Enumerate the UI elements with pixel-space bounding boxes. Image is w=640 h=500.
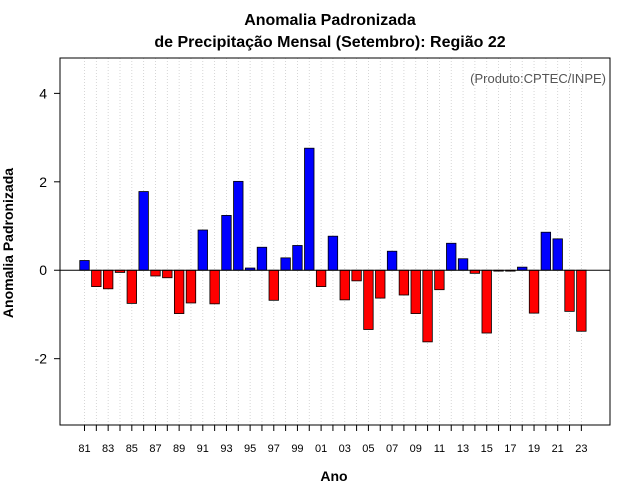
bar-89	[173, 269, 185, 314]
x-tick-label: 19	[528, 443, 540, 455]
bar-03	[339, 269, 350, 301]
x-tick-label: 87	[149, 443, 161, 455]
y-tick-label: 0	[39, 262, 47, 278]
bar-21	[552, 238, 563, 271]
bar-00	[304, 147, 315, 271]
bar-86	[138, 191, 149, 271]
bar-06	[375, 269, 386, 299]
bar-91	[197, 229, 208, 271]
x-tick-label: 13	[457, 443, 469, 455]
x-tick-label: 99	[291, 443, 303, 455]
bar-05	[363, 269, 374, 330]
bar-90	[185, 269, 197, 304]
bar-94	[233, 180, 244, 271]
y-tick-label: 2	[39, 174, 47, 190]
x-tick-label: 93	[220, 443, 232, 455]
bar-20	[540, 231, 552, 271]
bar-13	[457, 258, 469, 271]
x-tick-label: 97	[268, 443, 280, 455]
bar-22	[564, 269, 575, 312]
bar-87	[150, 269, 161, 277]
bar-10	[422, 269, 433, 343]
bar-97	[268, 269, 279, 301]
bar-11	[434, 269, 445, 291]
bar-83	[103, 269, 114, 290]
bar-98	[280, 257, 291, 271]
bar-23	[576, 269, 587, 332]
y-axis: -2 0 2 4	[35, 85, 60, 367]
bar-01	[315, 269, 327, 288]
x-tick-label: 03	[339, 443, 351, 455]
bar-81	[79, 260, 90, 271]
y-tick-label: 4	[39, 85, 47, 101]
x-tick-label: 89	[173, 443, 185, 455]
x-axis: 81 83 85 87 89 91 93 95 97 99 01 03 05 07 09 11 13 15 17 19…	[78, 425, 587, 455]
chart-title-line1: Anomalia Padronizada	[244, 12, 416, 29]
bar-04	[351, 269, 362, 282]
bar-96	[256, 246, 268, 271]
bar-19	[528, 269, 540, 314]
bar-12	[446, 242, 457, 271]
bar-09	[410, 269, 421, 314]
bar-08	[398, 269, 410, 296]
bar-99	[292, 245, 303, 271]
plot-frame	[59, 57, 611, 426]
x-tick-label: 83	[102, 443, 114, 455]
bar-15	[481, 269, 492, 334]
x-tick-label: 81	[78, 443, 90, 455]
x-tick-label: 07	[386, 443, 398, 455]
x-tick-label: 11	[434, 443, 445, 455]
x-tick-label: 09	[410, 443, 422, 455]
x-tick-label: 95	[244, 443, 256, 455]
x-tick-label: 17	[504, 443, 516, 455]
x-axis-title: Ano	[320, 468, 347, 484]
bar-02	[327, 235, 339, 271]
bar-85	[126, 269, 137, 304]
x-tick-label: 91	[197, 443, 209, 455]
x-tick-label: 15	[481, 443, 493, 455]
x-tick-label: 85	[126, 443, 138, 455]
x-tick-label: 05	[362, 443, 374, 455]
credit-label: (Produto:CPTEC/INPE)	[470, 71, 606, 86]
y-axis-title: Anomalia Padronizada	[0, 168, 16, 318]
x-tick-label: 21	[552, 443, 564, 455]
x-tick-label: 01	[315, 443, 327, 455]
bar-82	[91, 269, 102, 288]
bars-group	[79, 147, 587, 343]
bar-93	[221, 215, 232, 271]
bar-92	[209, 269, 220, 305]
x-tick-label: 23	[575, 443, 587, 455]
y-tick-label: -2	[35, 351, 48, 367]
bar-88	[162, 269, 173, 279]
bar-07	[386, 250, 398, 271]
chart-title-line2: de Precipitação Mensal (Setembro): Regiã…	[154, 34, 505, 51]
